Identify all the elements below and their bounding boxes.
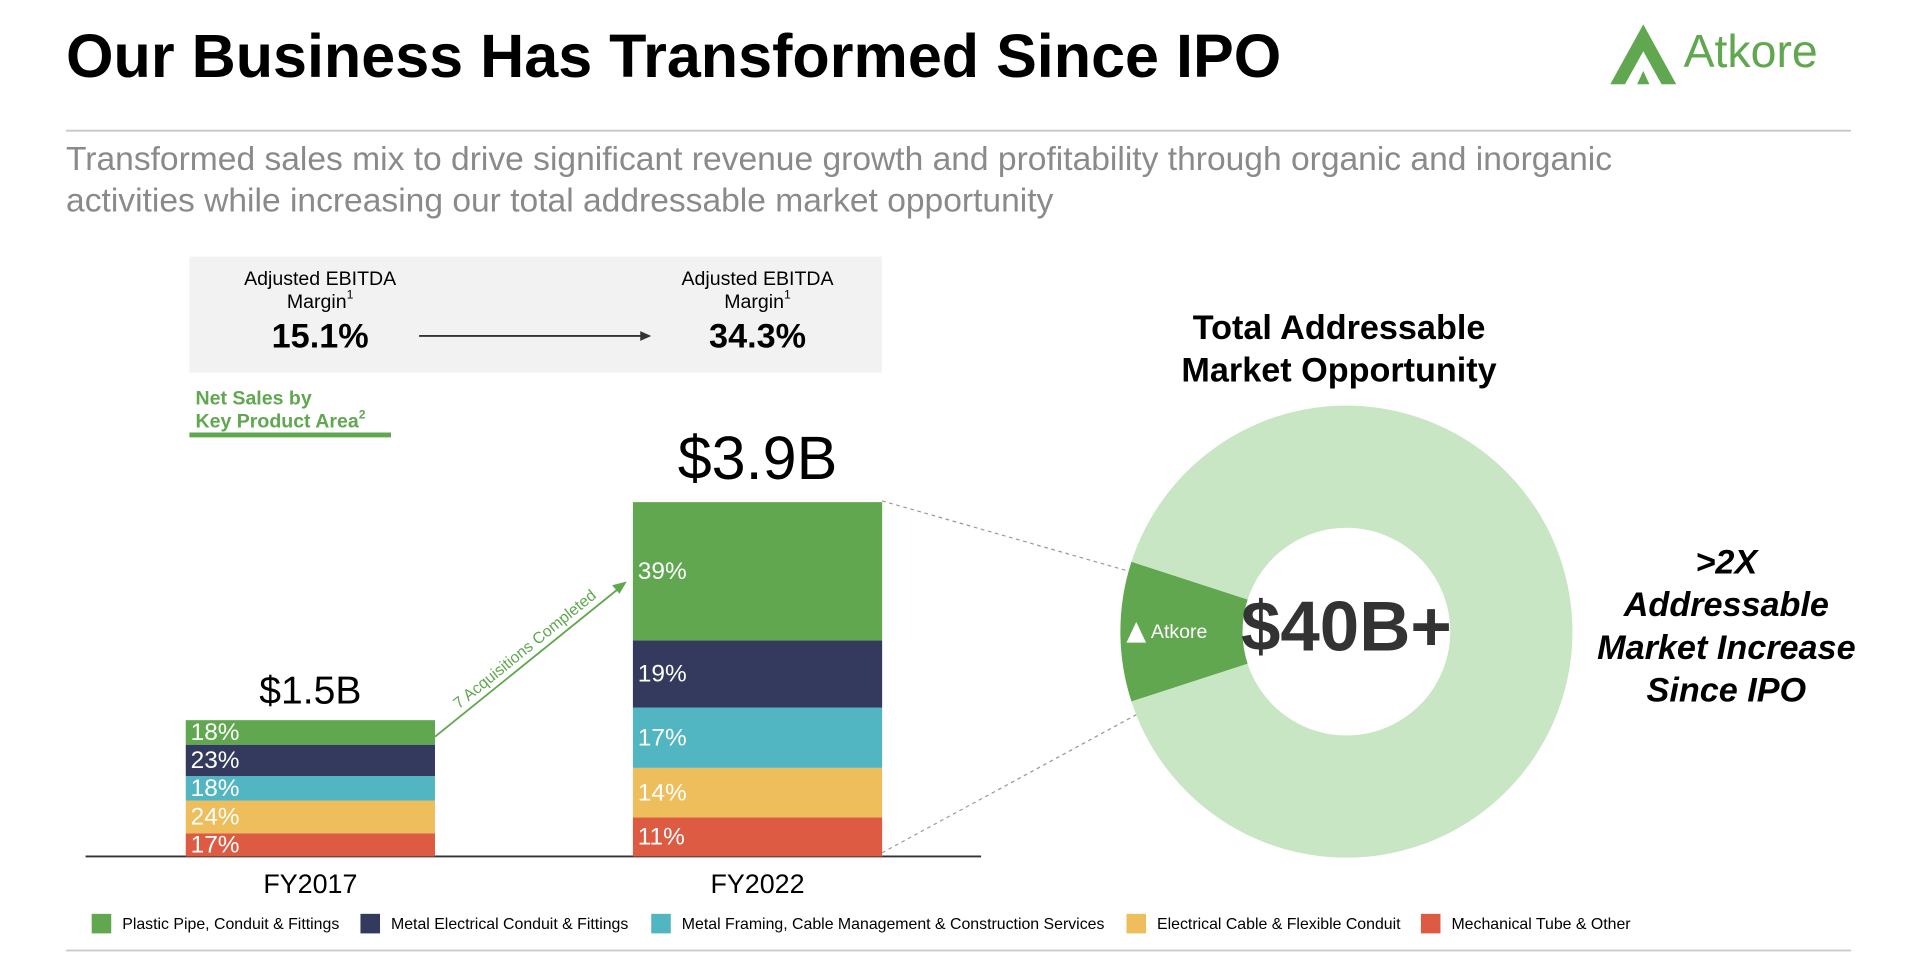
legend-label: Mechanical Tube & Other	[1451, 916, 1631, 933]
ebitda-arrow-head	[640, 331, 652, 341]
ebitda-label-text: Margin	[724, 291, 784, 313]
callout: Addressable	[1623, 586, 1829, 624]
segment-label: 14%	[638, 779, 687, 806]
logo-icon	[1610, 24, 1677, 85]
subtitle: activities while increasing our total ad…	[66, 183, 1054, 220]
legend-label: Metal Framing, Cable Management & Constr…	[682, 916, 1105, 933]
bar-segment	[632, 707, 883, 768]
bar-segment	[632, 817, 883, 857]
segment-label: 17%	[191, 832, 240, 859]
segment-label: 18%	[191, 719, 240, 746]
chart-title: Market Opportunity	[1181, 352, 1496, 390]
donut-slice	[1120, 561, 1248, 702]
donut-slice	[1131, 405, 1573, 858]
segment-label: 17%	[638, 724, 687, 751]
segment-label: 23%	[191, 747, 240, 774]
bar-segment	[185, 720, 435, 745]
ebitda-label: Margin1	[724, 288, 791, 313]
chart-title: Total Addressable	[1193, 309, 1486, 347]
segment-label: 24%	[191, 804, 240, 831]
slice-logo-icon	[1126, 621, 1147, 643]
footnote: 1	[347, 288, 354, 302]
legend-swatch	[1126, 913, 1147, 934]
title: Our Business Has Transformed Since IPO	[66, 22, 1281, 90]
ebitda-value: 15.1%	[272, 317, 369, 355]
bar-segment	[632, 502, 883, 641]
legend-label: Metal Electrical Conduit & Fittings	[391, 916, 628, 933]
ebitda-box	[189, 256, 883, 373]
net-sales-heading: Net Sales by	[196, 388, 312, 410]
x-tick-label: FY2022	[710, 869, 804, 899]
acquisition-arrow	[434, 588, 619, 738]
x-tick-label: FY2017	[263, 869, 357, 899]
bar-segment	[185, 833, 435, 857]
bar-segment	[632, 640, 883, 708]
callout: >2X	[1695, 543, 1759, 581]
legend-swatch	[360, 913, 381, 934]
callout: Since IPO	[1647, 672, 1807, 710]
segment-label: 18%	[191, 775, 240, 802]
logo: Atkore	[1684, 25, 1818, 77]
bar-segment	[185, 776, 435, 801]
ebitda-label: Adjusted EBITDA	[244, 268, 396, 290]
segment-label: 39%	[638, 558, 687, 585]
ebitda-label-text: Margin	[287, 291, 347, 313]
bar-segment	[185, 800, 435, 834]
acquisition-label: 7 Acquisitions Completed	[451, 587, 600, 712]
acquisition-arrow-head	[612, 581, 627, 594]
callout: Market Increase	[1597, 629, 1855, 667]
total-label: $3.9B	[678, 424, 838, 492]
legend-swatch	[91, 913, 112, 934]
bar-segment	[632, 767, 883, 818]
legend-label: Electrical Cable & Flexible Conduit	[1157, 916, 1401, 933]
legend-swatch	[651, 913, 671, 934]
footnote: 1	[784, 288, 791, 302]
ebitda-label: Margin1	[287, 288, 354, 313]
legend-label: Plastic Pipe, Conduit & Fittings	[122, 916, 339, 933]
center-label: $40B+	[1241, 587, 1452, 666]
slice-label: Atkore	[1151, 621, 1207, 643]
connector	[881, 500, 1127, 572]
net-sales-heading: Key Product Area2	[196, 408, 366, 433]
bar-segment	[185, 744, 435, 777]
total-label: $1.5B	[259, 670, 361, 713]
ebitda-label: Adjusted EBITDA	[682, 268, 834, 290]
subtitle: Transformed sales mix to drive significa…	[66, 141, 1612, 178]
segment-label: 11%	[638, 824, 685, 851]
logo-icon-notch	[1637, 70, 1650, 85]
segment-label: 19%	[638, 661, 687, 688]
connector	[881, 714, 1137, 854]
legend-swatch	[1420, 913, 1441, 934]
ebitda-value: 34.3%	[709, 317, 806, 355]
